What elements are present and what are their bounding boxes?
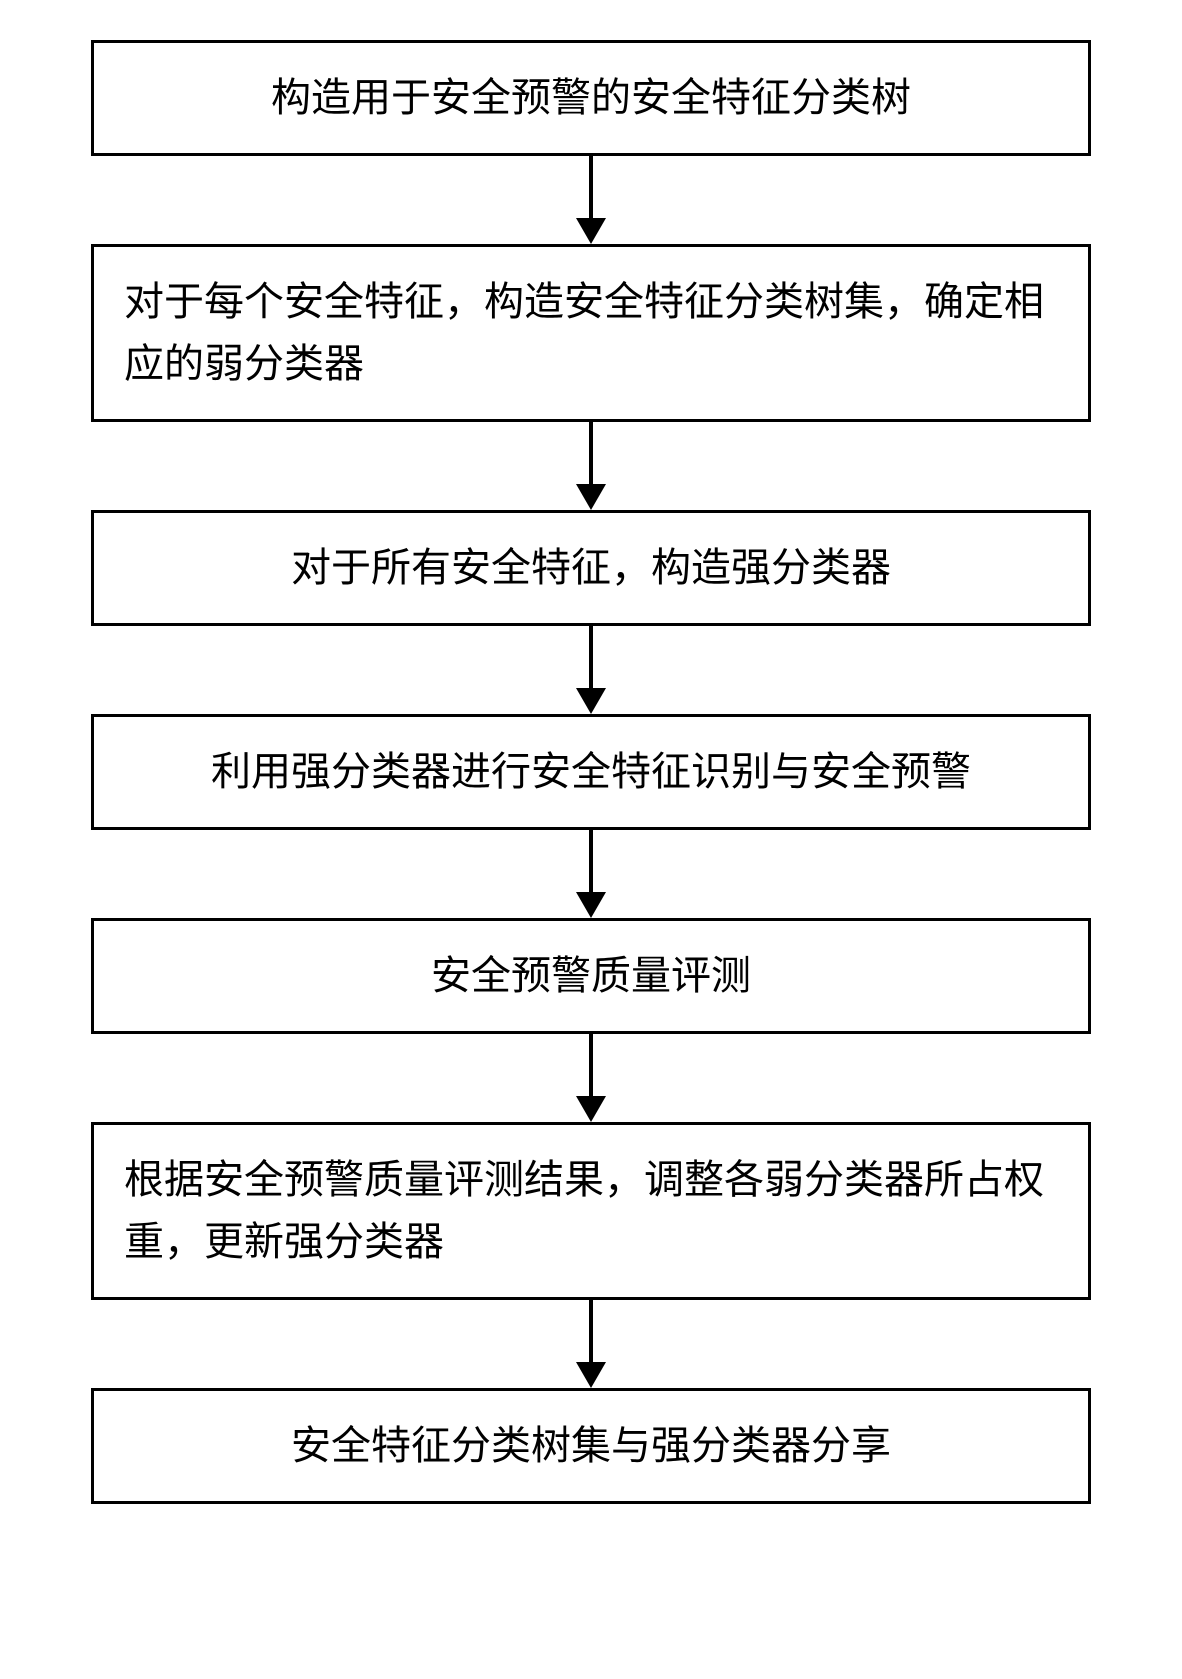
arrow-shaft [589,626,593,688]
flow-step-7-text: 安全特征分类树集与强分类器分享 [291,1423,891,1468]
flowchart-container: 构造用于安全预警的安全特征分类树 对于每个安全特征，构造安全特征分类树集，确定相… [91,40,1091,1504]
arrow-2 [576,422,606,510]
arrow-head [576,688,606,714]
flow-step-2: 对于每个安全特征，构造安全特征分类树集，确定相应的弱分类器 [91,244,1091,422]
arrow-5 [576,1034,606,1122]
arrow-shaft [589,1034,593,1096]
arrow-head [576,484,606,510]
flow-step-1-text: 构造用于安全预警的安全特征分类树 [271,75,911,120]
flow-step-1: 构造用于安全预警的安全特征分类树 [91,40,1091,156]
flow-step-6-text: 根据安全预警质量评测结果，调整各弱分类器所占权重，更新强分类器 [124,1157,1044,1264]
flow-step-2-text: 对于每个安全特征，构造安全特征分类树集，确定相应的弱分类器 [124,279,1044,386]
arrow-head [576,1362,606,1388]
arrow-head [576,218,606,244]
flow-step-3: 对于所有安全特征，构造强分类器 [91,510,1091,626]
flow-step-4: 利用强分类器进行安全特征识别与安全预警 [91,714,1091,830]
flow-step-5: 安全预警质量评测 [91,918,1091,1034]
arrow-1 [576,156,606,244]
arrow-shaft [589,830,593,892]
flow-step-5-text: 安全预警质量评测 [431,953,751,998]
flow-step-4-text: 利用强分类器进行安全特征识别与安全预警 [211,749,971,794]
flow-step-3-text: 对于所有安全特征，构造强分类器 [291,545,891,590]
arrow-shaft [589,1300,593,1362]
arrow-4 [576,830,606,918]
flow-step-7: 安全特征分类树集与强分类器分享 [91,1388,1091,1504]
arrow-3 [576,626,606,714]
arrow-head [576,1096,606,1122]
arrow-6 [576,1300,606,1388]
flow-step-6: 根据安全预警质量评测结果，调整各弱分类器所占权重，更新强分类器 [91,1122,1091,1300]
arrow-head [576,892,606,918]
arrow-shaft [589,156,593,218]
arrow-shaft [589,422,593,484]
